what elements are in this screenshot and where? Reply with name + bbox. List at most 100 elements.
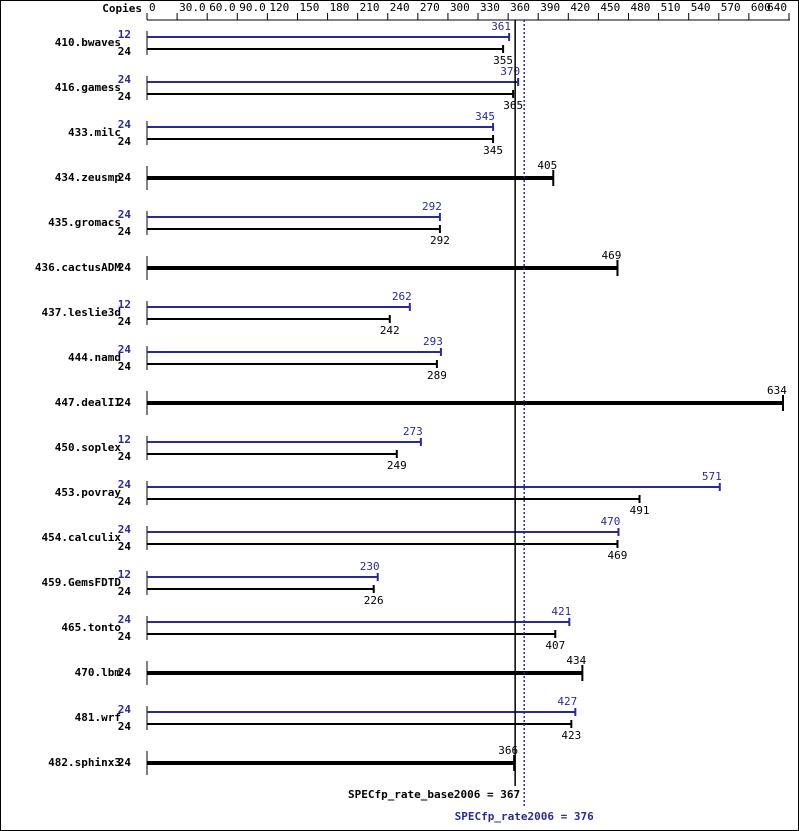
x-tick-label: 270 bbox=[420, 1, 440, 14]
x-tick-label: 60.0 bbox=[209, 1, 236, 14]
base-copies: 24 bbox=[118, 225, 132, 238]
peak-copies: 24 bbox=[118, 478, 132, 491]
peak-copies: 24 bbox=[118, 73, 132, 86]
x-tick-label: 180 bbox=[330, 1, 350, 14]
peak-copies: 12 bbox=[118, 298, 131, 311]
benchmark-label: 465.tonto bbox=[61, 621, 121, 634]
benchmark-label: 433.milc bbox=[68, 126, 121, 139]
base-value-label: 242 bbox=[380, 324, 400, 337]
base-copies: 24 bbox=[118, 585, 132, 598]
x-tick-label: 480 bbox=[631, 1, 651, 14]
peak-value-label: 370 bbox=[500, 65, 520, 78]
benchmark-label: 454.calculix bbox=[42, 531, 122, 544]
x-tick-label: 360 bbox=[510, 1, 530, 14]
peak-value-label: 293 bbox=[423, 335, 443, 348]
x-tick-label: 570 bbox=[721, 1, 741, 14]
base-value-label: 491 bbox=[630, 504, 650, 517]
x-tick-label: 30.0 bbox=[179, 1, 206, 14]
base-copies: 24 bbox=[118, 45, 132, 58]
base-value-label: 469 bbox=[608, 549, 628, 562]
base-value-label: 226 bbox=[364, 594, 384, 607]
base-value-label: 365 bbox=[503, 99, 523, 112]
benchmark-label: 459.GemsFDTD bbox=[42, 576, 122, 589]
base-value-label: 292 bbox=[430, 234, 450, 247]
base-copies: 24 bbox=[118, 135, 132, 148]
benchmark-label: 453.povray bbox=[55, 486, 122, 499]
peak-copies: 12 bbox=[118, 568, 131, 581]
benchmark-label: 436.cactusADM bbox=[35, 261, 121, 274]
peak-copies: 24 bbox=[118, 208, 132, 221]
peak-value-label: 421 bbox=[551, 605, 571, 618]
x-tick-label: 600 bbox=[751, 1, 771, 14]
base-value-label: 249 bbox=[387, 459, 407, 472]
x-tick-label: 150 bbox=[299, 1, 319, 14]
benchmark-label: 450.soplex bbox=[55, 441, 122, 454]
benchmark-label: 481.wrf bbox=[75, 711, 121, 724]
x-tick-label: 90.0 bbox=[239, 1, 266, 14]
peak-value-label: 361 bbox=[491, 20, 511, 33]
base-value-label: 434 bbox=[566, 654, 586, 667]
x-tick-label: 330 bbox=[480, 1, 500, 14]
base-copies: 24 bbox=[118, 540, 132, 553]
peak-copies: 24 bbox=[118, 343, 132, 356]
peak-value-label: 571 bbox=[702, 470, 722, 483]
reference-label: SPECfp_rate2006 = 376 bbox=[455, 810, 594, 823]
x-tick-label: 300 bbox=[450, 1, 470, 14]
base-copies: 24 bbox=[118, 630, 132, 643]
base-copies: 24 bbox=[118, 315, 132, 328]
x-tick-label: 510 bbox=[661, 1, 681, 14]
benchmark-label: 434.zeusmp bbox=[55, 171, 122, 184]
peak-copies: 24 bbox=[118, 703, 132, 716]
copies-header: Copies bbox=[102, 2, 142, 15]
base-copies: 24 bbox=[118, 90, 132, 103]
base-copies: 24 bbox=[118, 720, 132, 733]
peak-copies: 12 bbox=[118, 433, 131, 446]
base-copies: 24 bbox=[118, 396, 132, 409]
reference-label: SPECfp_rate_base2006 = 367 bbox=[348, 788, 520, 801]
base-value-label: 366 bbox=[498, 744, 518, 757]
base-value-label: 345 bbox=[483, 144, 503, 157]
base-value-label: 634 bbox=[767, 384, 787, 397]
x-tick-label: 420 bbox=[570, 1, 590, 14]
base-value-label: 289 bbox=[427, 369, 447, 382]
x-tick-label: 240 bbox=[390, 1, 410, 14]
benchmark-label: 410.bwaves bbox=[55, 36, 121, 49]
benchmark-label: 482.sphinx3 bbox=[48, 756, 121, 769]
x-tick-label: 210 bbox=[360, 1, 380, 14]
benchmark-label: 444.namd bbox=[68, 351, 121, 364]
benchmark-label: 470.lbm bbox=[75, 666, 122, 679]
base-copies: 24 bbox=[118, 495, 132, 508]
x-tick-label: 0 bbox=[149, 1, 156, 14]
base-value-label: 405 bbox=[537, 159, 557, 172]
base-copies: 24 bbox=[118, 666, 132, 679]
peak-value-label: 470 bbox=[601, 515, 621, 528]
base-value-label: 407 bbox=[545, 639, 565, 652]
base-copies: 24 bbox=[118, 450, 132, 463]
benchmark-label: 435.gromacs bbox=[48, 216, 121, 229]
peak-value-label: 345 bbox=[475, 110, 495, 123]
peak-value-label: 262 bbox=[392, 290, 412, 303]
base-copies: 24 bbox=[118, 756, 132, 769]
x-tick-label: 450 bbox=[600, 1, 620, 14]
peak-copies: 12 bbox=[118, 28, 131, 41]
base-value-label: 355 bbox=[493, 54, 513, 67]
benchmark-label: 437.leslie3d bbox=[42, 306, 121, 319]
x-tick-label: 390 bbox=[540, 1, 560, 14]
peak-value-label: 427 bbox=[557, 695, 577, 708]
base-value-label: 423 bbox=[561, 729, 581, 742]
base-copies: 24 bbox=[118, 171, 132, 184]
peak-copies: 24 bbox=[118, 613, 132, 626]
x-tick-label: 640 bbox=[767, 1, 787, 14]
peak-value-label: 230 bbox=[360, 560, 380, 573]
base-copies: 24 bbox=[118, 261, 132, 274]
x-tick-label: 540 bbox=[691, 1, 711, 14]
peak-copies: 24 bbox=[118, 523, 132, 536]
peak-value-label: 273 bbox=[403, 425, 423, 438]
peak-copies: 24 bbox=[118, 118, 132, 131]
benchmark-label: 447.dealII bbox=[55, 396, 121, 409]
benchmark-label: 416.gamess bbox=[55, 81, 121, 94]
base-copies: 24 bbox=[118, 360, 132, 373]
x-tick-label: 120 bbox=[269, 1, 289, 14]
base-value-label: 469 bbox=[602, 249, 622, 262]
